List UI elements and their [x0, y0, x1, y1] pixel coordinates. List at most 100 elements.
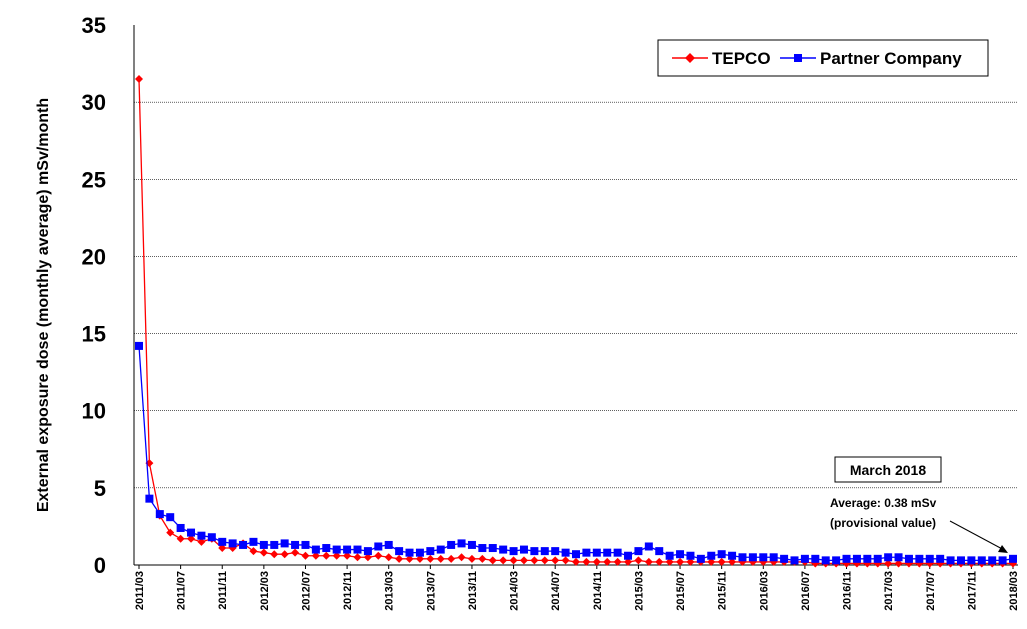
data-point: [311, 551, 320, 560]
series-layer: [135, 75, 1017, 568]
y-tick-label: 35: [82, 13, 106, 38]
data-point: [488, 556, 497, 565]
data-point: [145, 494, 154, 503]
data-point: [686, 551, 695, 560]
data-point: [707, 557, 716, 566]
data-point: [530, 547, 539, 556]
data-point: [322, 544, 331, 553]
legend: TEPCO Partner Company: [657, 39, 989, 77]
data-point: [291, 540, 300, 549]
data-point: [936, 554, 945, 563]
x-tick-label: 2016/03: [758, 571, 770, 611]
x-tick-label: 2013/11: [467, 571, 479, 610]
annotation: March 2018 Average: 0.38 mSv (provisiona…: [830, 456, 1008, 553]
data-point: [665, 551, 674, 560]
data-point: [457, 553, 466, 562]
data-point: [624, 557, 633, 566]
data-point: [259, 548, 268, 557]
data-point: [613, 548, 622, 557]
data-point: [967, 556, 976, 565]
data-point: [447, 554, 456, 563]
data-point: [655, 557, 664, 566]
data-point: [561, 548, 570, 557]
data-point: [405, 554, 414, 563]
data-point: [988, 556, 997, 565]
legend-tepco-label: TEPCO: [712, 49, 771, 68]
data-point: [946, 556, 955, 565]
data-point: [301, 551, 310, 560]
data-point: [395, 547, 404, 556]
y-axis: 0 5 10 15 20 25 30 35: [82, 13, 135, 578]
x-tick-label: 2012/07: [300, 571, 312, 611]
data-point: [436, 554, 445, 563]
y-tick-label: 5: [94, 476, 106, 501]
data-point: [603, 548, 612, 557]
data-point: [665, 557, 674, 566]
data-point: [467, 554, 476, 563]
data-point: [925, 554, 934, 563]
data-point: [873, 554, 882, 563]
x-tick-label: 2015/07: [675, 571, 687, 611]
data-point: [311, 545, 320, 554]
data-point: [197, 537, 206, 546]
data-point: [728, 557, 737, 566]
legend-partner-label: Partner Company: [820, 49, 962, 68]
x-tick-label: 2015/03: [633, 571, 645, 611]
data-point: [603, 557, 612, 566]
data-point: [509, 556, 518, 565]
data-point: [197, 531, 206, 540]
y-tick-label: 15: [82, 322, 106, 347]
data-point: [343, 551, 352, 560]
data-point: [676, 557, 685, 566]
x-tick-label: 2015/11: [717, 571, 729, 610]
grid-lines: [134, 101, 1018, 489]
data-point: [135, 341, 143, 350]
data-point: [343, 545, 352, 554]
annotation-provisional: (provisional value): [830, 516, 936, 530]
y-tick-label: 0: [94, 553, 106, 578]
legend-box: [657, 39, 989, 77]
data-point: [384, 553, 393, 562]
data-point: [499, 545, 508, 554]
x-tick-label: 2011/03: [134, 571, 146, 610]
data-point: [676, 550, 685, 559]
data-point: [239, 540, 248, 549]
data-point: [426, 547, 435, 556]
data-point: [415, 554, 424, 563]
data-point: [915, 554, 924, 563]
data-point: [800, 554, 809, 563]
y-axis-label: External exposure dose (monthly average)…: [35, 98, 52, 512]
data-point: [748, 553, 757, 562]
data-point: [270, 550, 279, 559]
data-point: [478, 544, 487, 553]
annotation-average: Average: 0.38 mSv: [830, 496, 937, 510]
data-point: [374, 551, 383, 560]
data-point: [852, 554, 861, 563]
data-point: [759, 553, 768, 562]
data-point: [374, 542, 383, 551]
data-point: [499, 556, 508, 565]
data-point: [467, 540, 476, 549]
data-point: [956, 556, 965, 565]
data-point: [519, 556, 528, 565]
data-point: [270, 540, 279, 549]
data-point: [447, 540, 456, 549]
legend-tepco-marker: [685, 53, 695, 63]
data-point: [488, 544, 497, 553]
data-point: [592, 557, 601, 566]
data-point: [353, 553, 362, 562]
x-tick-label: 2011/07: [176, 571, 188, 610]
data-point: [540, 556, 549, 565]
data-point: [634, 547, 643, 556]
data-point: [863, 554, 872, 563]
data-point: [644, 557, 653, 566]
y-tick-label: 10: [82, 399, 106, 424]
data-point: [415, 548, 424, 557]
data-point: [790, 556, 799, 565]
data-point: [624, 551, 633, 560]
x-tick-label: 2014/11: [592, 571, 604, 610]
data-point: [832, 556, 841, 565]
x-axis: 2011/03 2011/07 2011/11 2012/03 2012/07 2012/…: [134, 564, 1020, 611]
data-point: [395, 554, 404, 563]
data-point: [426, 554, 435, 563]
